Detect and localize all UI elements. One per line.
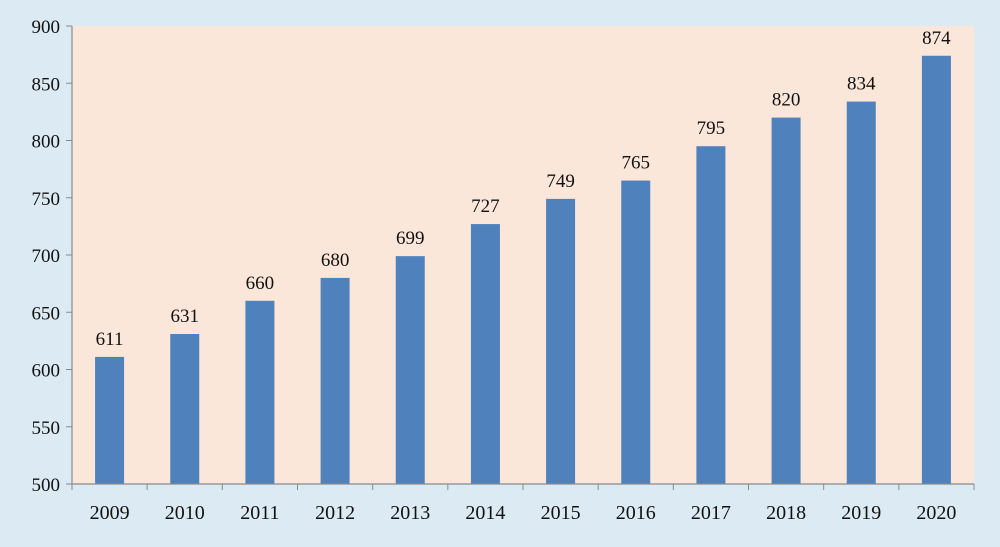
y-tick-label: 850 [32,74,61,95]
data-label-2009: 611 [96,329,124,350]
data-label-2015: 749 [546,171,575,192]
bar-2011 [245,300,275,484]
y-tick-label: 550 [32,418,61,439]
y-tick-label: 800 [32,132,61,153]
x-tick-label: 2018 [766,502,806,524]
x-tick-label: 2012 [315,502,355,524]
x-tick-label: 2014 [465,502,505,524]
data-label-2011: 660 [246,273,275,294]
x-tick-label: 2011 [240,502,279,524]
x-tick-label: 2013 [390,502,430,524]
y-axis: 500 550 600 650 700 750 800 850 900 [32,17,72,496]
bar-2009 [95,356,125,484]
bar-2020 [921,55,951,485]
data-label-2016: 765 [622,153,651,174]
data-label-2020: 874 [922,28,951,49]
x-tick-label: 2010 [165,502,205,524]
bar-2012 [320,277,350,484]
x-tick-label: 2009 [90,502,130,524]
y-tick-label: 600 [32,361,61,382]
data-labels: 611 631 660 680 699 727 749 765 795 820 834 874 [96,28,951,350]
data-label-2018: 820 [772,90,801,111]
y-tick-label: 700 [32,246,61,267]
bar-series [95,55,951,485]
x-tick-label: 2016 [616,502,656,524]
bar-2015 [546,198,576,484]
plot-area [72,26,974,484]
data-label-2017: 795 [697,118,726,139]
y-tick-label: 900 [32,17,61,38]
bar-2013 [395,256,425,484]
data-label-2010: 631 [171,306,200,327]
data-label-2013: 699 [396,228,425,249]
x-tick-label: 2015 [541,502,581,524]
x-tick-label: 2019 [841,502,881,524]
bar-2019 [846,101,876,484]
y-tick-label: 650 [32,303,61,324]
bar-2010 [170,334,200,484]
x-axis: 2009 2010 2011 2012 2013 2014 2015 2016 2017 2018… [71,484,975,524]
data-label-2012: 680 [321,250,350,271]
bar-2014 [470,224,500,484]
bar-2018 [771,117,801,484]
x-tick-label: 2020 [916,502,956,524]
bar-2016 [621,180,651,484]
data-label-2014: 727 [471,196,500,217]
y-tick-label: 500 [32,475,61,496]
y-tick-label: 750 [32,189,61,210]
data-label-2019: 834 [847,74,876,95]
x-tick-label: 2017 [691,502,731,524]
bar-2017 [696,146,726,484]
